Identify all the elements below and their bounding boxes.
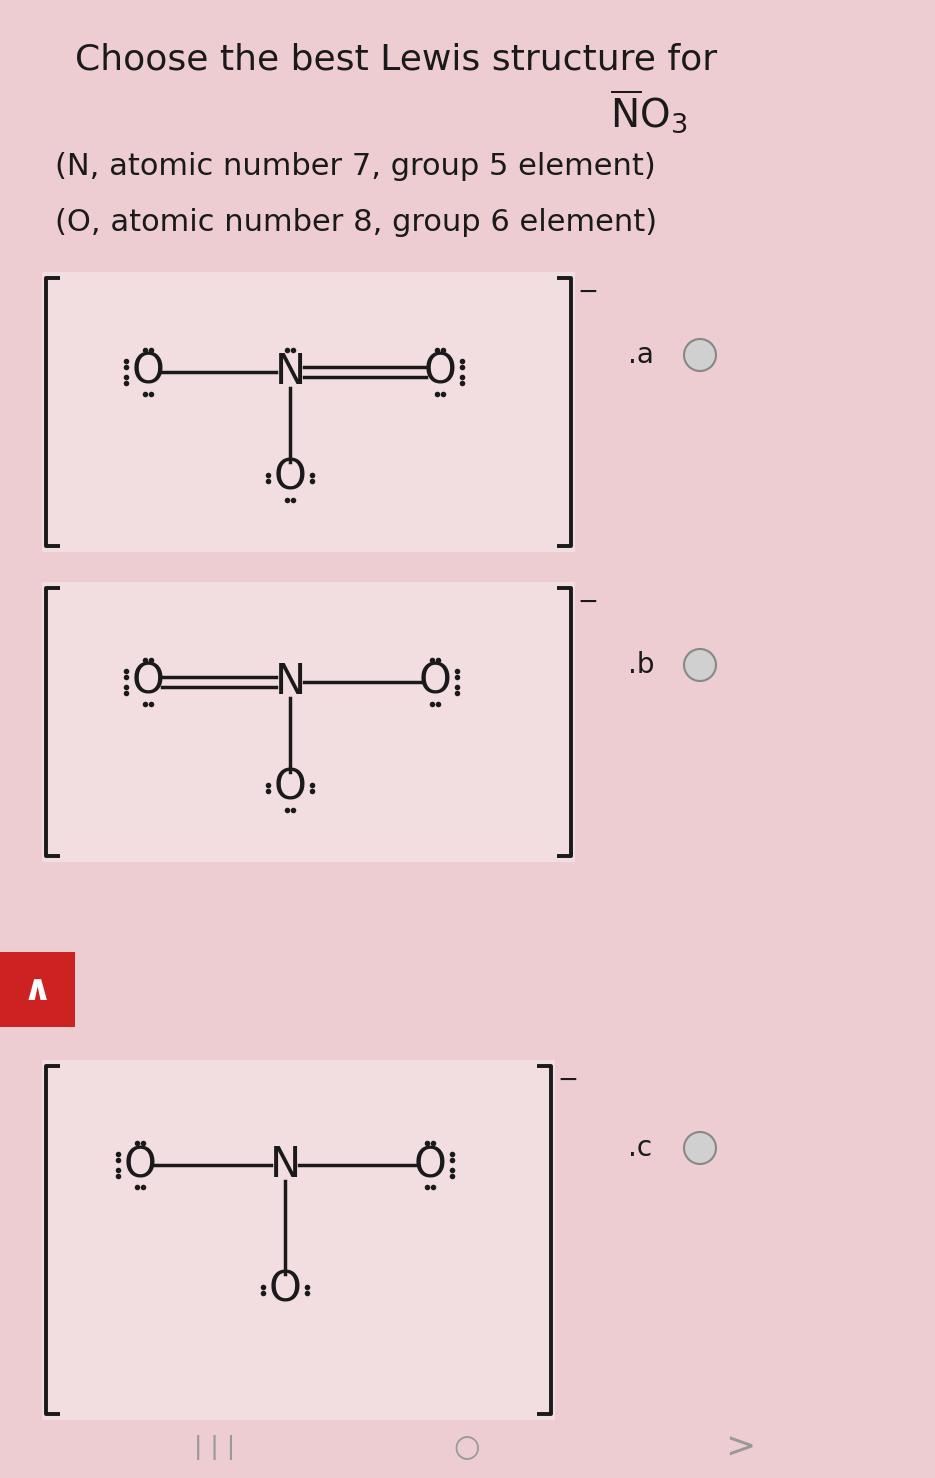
- Text: O: O: [274, 457, 307, 500]
- Text: >: >: [725, 1431, 755, 1465]
- Text: (N, atomic number 7, group 5 element): (N, atomic number 7, group 5 element): [55, 152, 655, 180]
- Text: O: O: [268, 1270, 301, 1311]
- FancyBboxPatch shape: [42, 582, 575, 862]
- Text: ○: ○: [453, 1434, 481, 1463]
- Text: N: N: [275, 661, 306, 704]
- Circle shape: [684, 1132, 716, 1165]
- Text: O: O: [419, 661, 452, 704]
- Text: ∧: ∧: [22, 973, 51, 1007]
- Text: .c: .c: [628, 1134, 652, 1162]
- Text: O: O: [132, 661, 165, 704]
- Circle shape: [684, 338, 716, 371]
- Text: N: N: [275, 350, 306, 393]
- Text: O: O: [413, 1144, 446, 1185]
- Text: −: −: [577, 590, 598, 613]
- Text: O: O: [424, 350, 456, 393]
- Text: N: N: [269, 1144, 300, 1185]
- Text: −: −: [557, 1069, 578, 1092]
- Text: .b: .b: [628, 650, 654, 678]
- FancyBboxPatch shape: [42, 1060, 555, 1420]
- Circle shape: [684, 649, 716, 681]
- Text: O: O: [274, 767, 307, 808]
- Text: O: O: [132, 350, 165, 393]
- FancyBboxPatch shape: [42, 272, 575, 551]
- Text: −: −: [577, 279, 598, 304]
- Text: | | |: | | |: [194, 1435, 236, 1460]
- Text: $\mathsf{\overline{N}O_3}$: $\mathsf{\overline{N}O_3}$: [610, 89, 687, 136]
- Text: Choose the best Lewis structure for: Choose the best Lewis structure for: [75, 41, 717, 75]
- Text: (O, atomic number 8, group 6 element): (O, atomic number 8, group 6 element): [55, 208, 657, 236]
- FancyBboxPatch shape: [0, 952, 75, 1027]
- Text: O: O: [123, 1144, 156, 1185]
- Text: .a: .a: [628, 341, 654, 370]
